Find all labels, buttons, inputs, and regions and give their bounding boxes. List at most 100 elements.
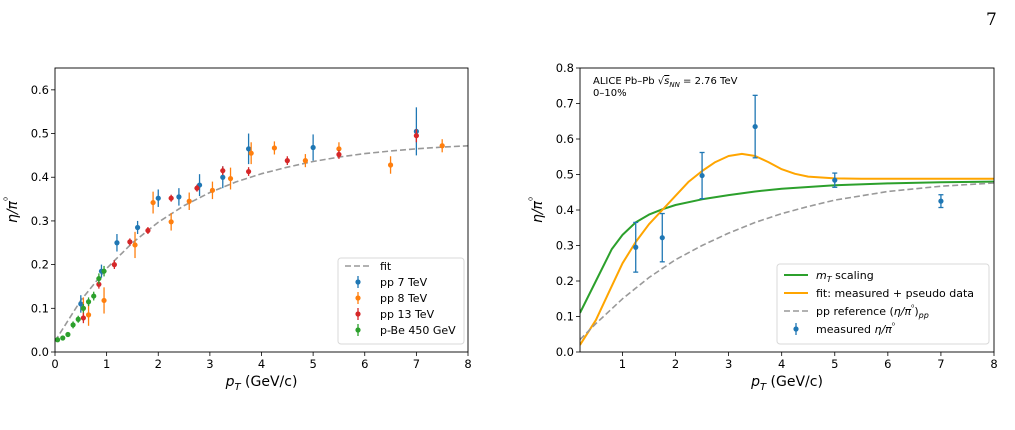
left-point-p-be-450-gev bbox=[80, 305, 86, 311]
left-legend-marker-pp-13-tev bbox=[355, 311, 361, 317]
left-point-pp-8-tev bbox=[150, 199, 156, 206]
left-ytick-label: 0.1 bbox=[31, 301, 49, 315]
right-point-measured bbox=[938, 198, 944, 204]
right-point-measured bbox=[699, 172, 705, 179]
left-xtick-label: 2 bbox=[155, 357, 162, 371]
left-xtick-label: 0 bbox=[51, 357, 58, 371]
left-legend-label: fit bbox=[380, 260, 392, 273]
left-xtick-label: 8 bbox=[464, 357, 471, 371]
left-point-pp-7-tev bbox=[245, 146, 252, 152]
right-xtick-label: 5 bbox=[831, 357, 838, 371]
right-line-m-t-scaling bbox=[580, 180, 994, 314]
left-point-pp-13-tev bbox=[245, 168, 252, 175]
left-point-pp-8-tev bbox=[168, 219, 174, 225]
left-point-pp-8-tev bbox=[439, 143, 445, 149]
left-point-pp-7-tev bbox=[78, 301, 84, 307]
right-legend-label: pp reference (η/π⁰)pp bbox=[816, 303, 929, 320]
right-legend-marker-measured bbox=[793, 326, 799, 332]
left-legend: fit pp 7 TeV pp 8 TeV pp 13 TeV p-Be 450 GeV bbox=[337, 257, 465, 345]
left-frame bbox=[54, 67, 469, 353]
left-point-p-be-450-gev bbox=[55, 337, 61, 343]
left-legend-marker-p-be-450-gev bbox=[355, 327, 361, 333]
left-point-p-be-450-gev bbox=[60, 335, 66, 341]
right-legend-label: fit: measured + pseudo data bbox=[816, 287, 974, 300]
right-legend-box bbox=[776, 263, 990, 345]
left-point-pp-8-tev bbox=[132, 242, 138, 248]
right-xtick-label: 1 bbox=[619, 357, 626, 371]
left-point-pp-8-tev bbox=[85, 312, 92, 318]
left-legend-label: pp 8 TeV bbox=[380, 292, 428, 305]
left-point-p-be-450-gev bbox=[75, 316, 81, 322]
left-point-pp-8-tev bbox=[227, 175, 234, 182]
left-point-pp-8-tev bbox=[336, 146, 342, 152]
left-point-p-be-450-gev bbox=[85, 299, 92, 305]
left-ytick-label: 0.6 bbox=[31, 83, 49, 97]
right-ytick-label: 0.2 bbox=[556, 274, 574, 288]
left-point-pp-8-tev bbox=[101, 297, 107, 304]
left-xtick-label: 5 bbox=[309, 357, 316, 371]
left-ytick-label: 0.2 bbox=[31, 258, 49, 272]
left-point-pp-7-tev bbox=[114, 240, 120, 246]
left-legend-label: pp 13 TeV bbox=[380, 308, 435, 321]
left-legend-marker-pp-7-tev bbox=[355, 279, 361, 285]
left-point-pp-8-tev bbox=[271, 145, 278, 151]
left-point-pp-8-tev bbox=[302, 158, 308, 164]
right-xtick-label: 3 bbox=[725, 357, 732, 371]
left-point-pp-13-tev bbox=[336, 151, 342, 158]
left-point-pp-8-tev bbox=[186, 198, 192, 204]
left-ytick-label: 0.4 bbox=[31, 170, 49, 184]
left-point-pp-13-tev bbox=[80, 315, 86, 321]
left-legend-box bbox=[337, 257, 465, 345]
left-point-p-be-450-gev bbox=[91, 293, 97, 299]
right-ytick-label: 0.8 bbox=[556, 61, 574, 75]
left-point-pp-7-tev bbox=[220, 174, 226, 180]
right-x-axis-title: pT (GeV/c) bbox=[750, 374, 823, 393]
right-ytick-label: 0.1 bbox=[556, 310, 574, 324]
right-frame bbox=[579, 67, 995, 353]
right-line-fit-measured-pseudo-data bbox=[580, 152, 994, 346]
left-point-pp-7-tev bbox=[310, 144, 316, 151]
left-xtick-label: 4 bbox=[258, 357, 265, 371]
right-legend: mT scaling fit: measured + pseudo data pp … bbox=[776, 263, 990, 345]
page-number: 7 bbox=[986, 10, 997, 30]
right-xtick-label: 4 bbox=[778, 357, 785, 371]
left-point-p-be-450-gev bbox=[101, 268, 107, 274]
right-ytick-label: 0.6 bbox=[556, 132, 574, 146]
left-point-pp-8-tev bbox=[209, 187, 216, 193]
left-ytick-label: 0.0 bbox=[31, 345, 49, 359]
right-annotation-line-1: ALICE Pb–Pb √sNN = 2.76 TeV bbox=[593, 76, 738, 89]
right-legend-label: measured η/π⁰ bbox=[816, 321, 895, 336]
left-point-p-be-450-gev bbox=[65, 331, 71, 338]
left-xtick-label: 7 bbox=[413, 357, 420, 371]
right-xtick-label: 8 bbox=[990, 357, 997, 371]
right-y-axis-title: η/π⁰ bbox=[528, 197, 546, 223]
left-point-pp-13-tev bbox=[111, 262, 117, 268]
right-plot-area bbox=[580, 94, 994, 346]
right-ytick-label: 0.0 bbox=[556, 345, 574, 359]
left-point-pp-7-tev bbox=[155, 195, 161, 201]
left-x-axis-title: pT (GeV/c) bbox=[225, 374, 298, 393]
left-xtick-label: 1 bbox=[103, 357, 110, 371]
right-ytick-label: 0.5 bbox=[556, 168, 574, 182]
right-point-measured bbox=[659, 235, 665, 241]
right-line-pp-reference-pp bbox=[580, 182, 994, 341]
left-legend-label: pp 7 TeV bbox=[380, 276, 428, 289]
left-y-axis-title: η/π⁰ bbox=[3, 197, 21, 223]
left-xtick-label: 6 bbox=[361, 357, 368, 371]
left-point-pp-8-tev bbox=[248, 150, 254, 156]
left-plot-area bbox=[55, 107, 468, 343]
right-point-measured bbox=[752, 123, 758, 130]
left-point-p-be-450-gev bbox=[96, 275, 102, 282]
left-xtick-label: 3 bbox=[206, 357, 213, 371]
left-point-pp-7-tev bbox=[135, 224, 141, 231]
right-point-measured bbox=[633, 244, 639, 250]
left-legend-marker-pp-8-tev bbox=[355, 295, 361, 301]
left-point-p-be-450-gev bbox=[70, 322, 76, 328]
left-point-pp-13-tev bbox=[194, 185, 200, 191]
left-point-pp-13-tev bbox=[168, 195, 174, 201]
right-xtick-label: 7 bbox=[937, 357, 944, 371]
left-line-fit bbox=[55, 145, 468, 342]
right-ytick-label: 0.4 bbox=[556, 203, 574, 217]
